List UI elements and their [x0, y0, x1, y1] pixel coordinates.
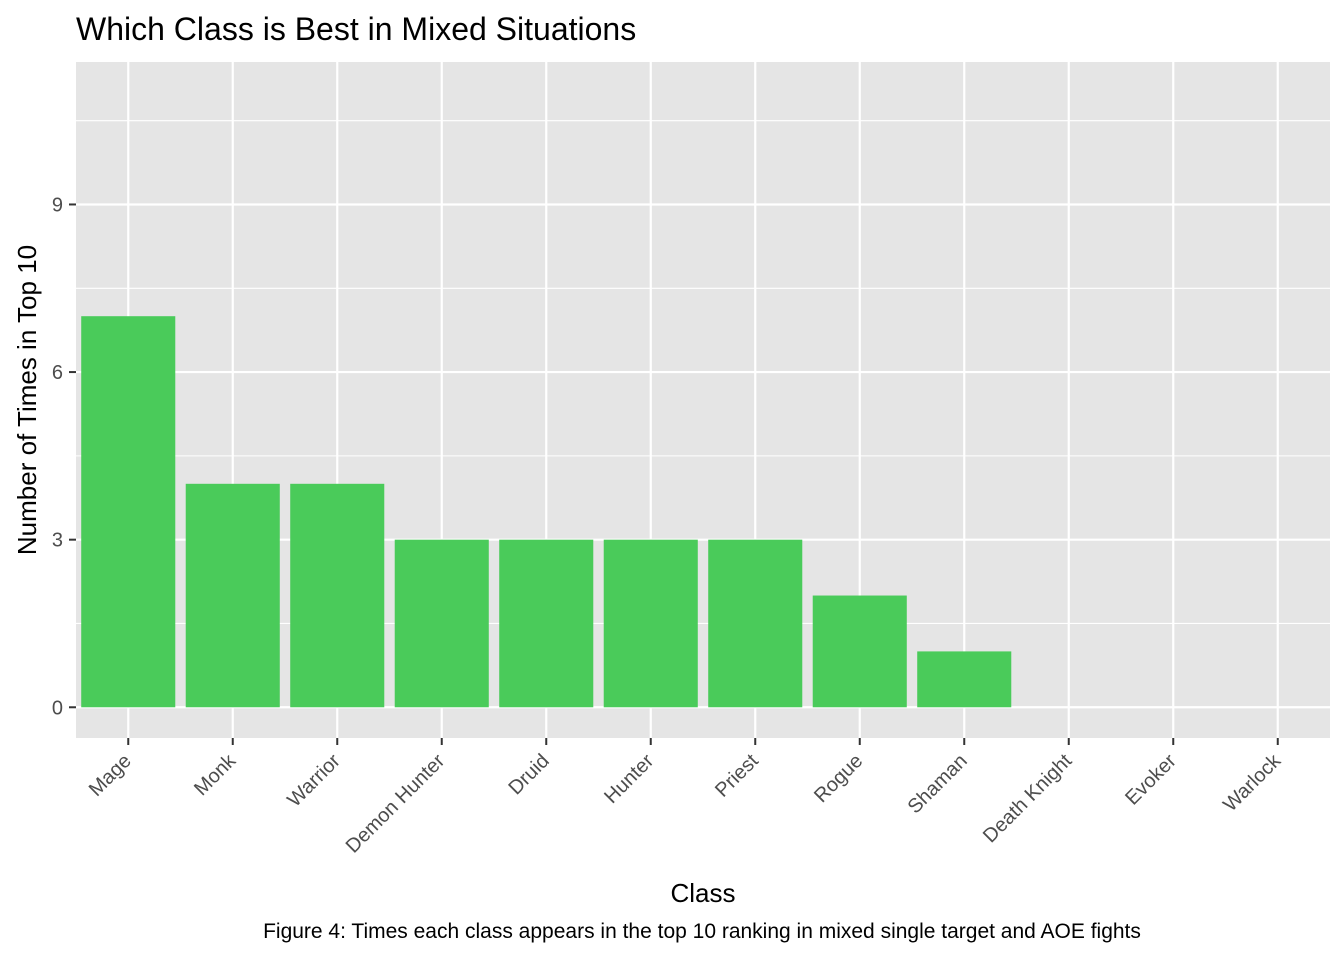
bar-rogue [812, 595, 907, 708]
x-tick-label-mage: Mage [85, 750, 136, 801]
bar-mage [81, 316, 176, 708]
figure-caption: Figure 4: Times each class appears in th… [263, 920, 1141, 943]
x-tick-label-druid: Druid [504, 750, 553, 799]
bars [81, 316, 1012, 708]
x-tick-label-monk: Monk [190, 749, 241, 800]
y-axis: 0 3 6 9 [52, 194, 76, 719]
x-tick-label-priest: Priest [711, 750, 763, 802]
x-tick-label-warlock: Warlock [1219, 749, 1286, 816]
x-tick-label-hunter: Hunter [600, 750, 658, 808]
bar-druid [499, 539, 594, 708]
bar-warrior [290, 483, 385, 708]
x-tick-label-demon-hunter: Demon Hunter [342, 750, 450, 858]
bar-priest [708, 539, 803, 708]
y-tick-label: 3 [52, 530, 63, 552]
y-axis-title: Number of Times in Top 10 [12, 245, 42, 555]
plot-panel [76, 62, 1330, 738]
bar-demon-hunter [394, 539, 489, 708]
bar-monk [185, 483, 280, 708]
x-tick-label-death-knight: Death Knight [979, 750, 1077, 848]
x-tick-label-rogue: Rogue [810, 750, 867, 807]
grid-minor-lines [76, 120, 1330, 625]
x-tick-label-shaman: Shaman [904, 750, 972, 818]
y-tick-label: 0 [52, 697, 63, 719]
x-tick-label-warrior: Warrior [283, 750, 345, 812]
bar-shaman [917, 651, 1012, 708]
y-tick-label: 9 [52, 194, 63, 216]
bar-hunter [603, 539, 698, 708]
x-tick-label-evoker: Evoker [1121, 750, 1181, 810]
chart-title: Which Class is Best in Mixed Situations [76, 11, 636, 47]
x-axis-title: Class [670, 878, 735, 908]
y-tick-label: 6 [52, 362, 63, 384]
